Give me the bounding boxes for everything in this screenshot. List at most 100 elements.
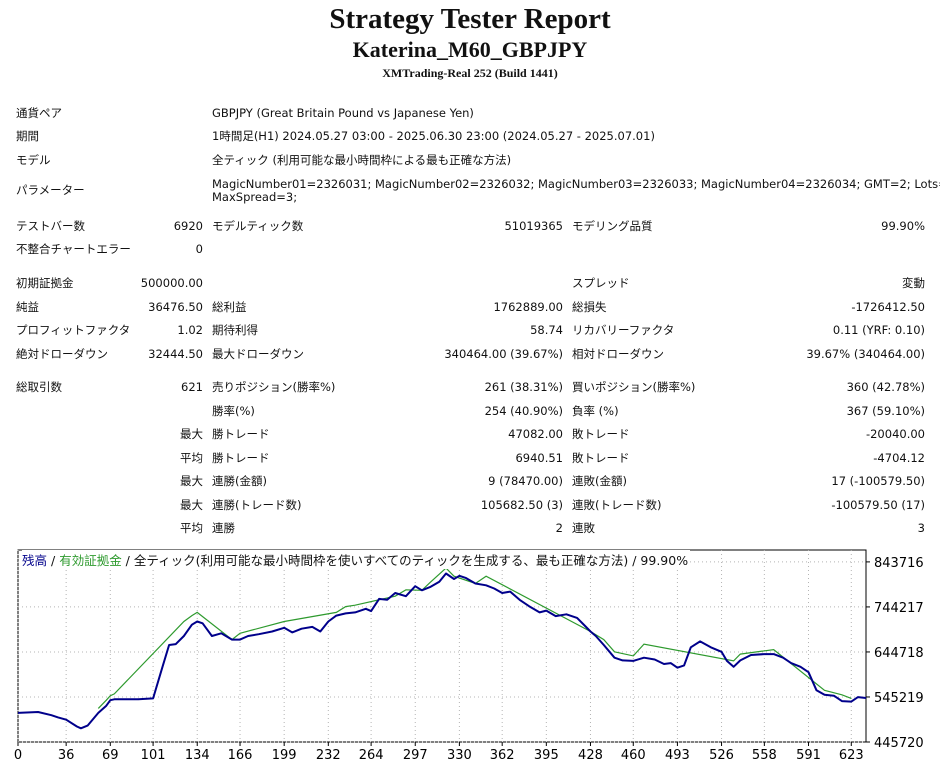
ticks-label: モデルティック数 <box>212 219 304 233</box>
x-tick-label: 0 <box>14 748 22 763</box>
info-label-params: パラメーター <box>16 183 85 197</box>
deposit-label: 初期証拠金 <box>16 276 74 290</box>
x-tick-label: 526 <box>709 748 734 763</box>
maxdd-value: 340464.00 (39.67%) <box>444 347 563 361</box>
recovery-label: リカバリーファクタ <box>572 323 675 337</box>
bars-value: 6920 <box>173 219 203 233</box>
info-value-symbol: GBPJPY (Great Britain Pound vs Japanese … <box>212 106 474 120</box>
x-tick-label: 591 <box>796 748 821 763</box>
x-tick-label: 101 <box>141 748 166 763</box>
legend-equity: 有効証拠金 <box>59 553 122 568</box>
x-tick-label: 134 <box>185 748 210 763</box>
grossprofit-label: 総利益 <box>212 300 247 314</box>
y-tick-label: 445720 <box>874 736 924 751</box>
x-tick-label: 395 <box>534 748 559 763</box>
info-value-params-2: MaxSpread=3; <box>212 190 298 204</box>
cons-loss-amt-value: 17 (-100579.50) <box>831 474 925 488</box>
grossprofit-value: 1762889.00 <box>493 300 563 314</box>
equity-chart: 843716 744217 644718 545219 445720 0 36 69 101 13… <box>14 546 926 763</box>
x-tick-label: 330 <box>447 748 472 763</box>
trades-value: 621 <box>181 380 203 394</box>
legend-balance: 残高 <box>22 553 48 568</box>
x-tick-label: 362 <box>490 748 515 763</box>
server-line: XMTrading-Real 252 (Build 1441) <box>382 66 558 80</box>
largest-win-value: 47082.00 <box>508 427 563 441</box>
cons-win-trd-value: 105682.50 (3) <box>480 498 563 512</box>
cons-win-amt-value: 9 (78470.00) <box>488 474 563 488</box>
x-tick-label: 69 <box>102 748 119 763</box>
reldd-value: 39.67% (340464.00) <box>806 347 925 361</box>
chart-legend: 残高 / 有効証拠金 / 全ティック(利用可能な最小時間枠を使いすべてのティック… <box>22 550 691 569</box>
netprofit-value: 36476.50 <box>148 300 203 314</box>
y-tick-label: 545219 <box>874 691 924 706</box>
spread-label: スプレッド <box>572 276 630 290</box>
info-value-params: MagicNumber01=2326031; MagicNumber02=232… <box>212 177 940 191</box>
largest-row-label: 最大 <box>180 427 203 441</box>
cons-loss-amt-label: 連敗(金額) <box>572 474 627 488</box>
report-title: Strategy Tester Report <box>329 3 611 35</box>
ticks-value: 51019365 <box>504 219 563 233</box>
largest-win-label: 勝トレード <box>212 427 270 441</box>
x-tick-label: 166 <box>228 748 253 763</box>
legend-model: 全ティック(利用可能な最小時間枠を使いすべてのティックを生成する、最も正確な方法… <box>133 553 689 568</box>
x-tick-label: 232 <box>316 748 341 763</box>
legend-sep-2: / <box>121 553 134 568</box>
x-tick-label: 558 <box>752 748 777 763</box>
short-value: 261 (38.31%) <box>484 380 563 394</box>
plot-frame <box>17 549 867 743</box>
loss-value: 367 (59.10%) <box>846 404 925 418</box>
netprofit-label: 純益 <box>16 300 39 314</box>
info-label-symbol: 通貨ペア <box>16 106 62 120</box>
short-label: 売りポジション(勝率%) <box>212 380 336 394</box>
avg-win-label: 勝トレード <box>212 451 270 465</box>
y-tick-label: 843716 <box>874 556 924 571</box>
largest-loss-value: -20040.00 <box>865 427 925 441</box>
x-tick-label: 264 <box>359 748 384 763</box>
avg-loss-value: -4704.12 <box>873 451 925 465</box>
quality-value: 99.90% <box>881 219 925 233</box>
avg-cons-win-value: 2 <box>555 521 563 535</box>
grossloss-label: 総損失 <box>572 300 607 314</box>
trades-label: 総取引数 <box>16 380 62 394</box>
deposit-value: 500000.00 <box>140 276 203 290</box>
pf-value: 1.02 <box>177 323 203 337</box>
info-label-model: モデル <box>16 153 51 167</box>
series-balance-line <box>17 572 867 730</box>
spread-value: 変動 <box>902 276 925 290</box>
info-value-model: 全ティック (利用可能な最小時間枠による最も正確な方法) <box>212 153 512 167</box>
expected-label: 期待利得 <box>212 323 258 337</box>
recovery-value: 0.11 (YRF: 0.10) <box>832 323 925 337</box>
cons-loss-trd-label: 連敗(トレード数) <box>572 498 662 512</box>
max-cons-amt-row-label: 最大 <box>180 474 203 488</box>
cons-win-trd-label: 連勝(トレード数) <box>212 498 302 512</box>
largest-loss-label: 敗トレード <box>572 427 630 441</box>
x-tick-label: 36 <box>58 748 75 763</box>
y-tick-label: 744217 <box>874 601 924 616</box>
x-tick-label: 460 <box>621 748 646 763</box>
x-tick-label: 623 <box>839 748 864 763</box>
grossloss-value: -1726412.50 <box>851 300 925 314</box>
x-tick-label: 493 <box>665 748 690 763</box>
legend-sep-1: / <box>47 553 60 568</box>
absdd-label: 絶対ドローダウン <box>16 347 108 361</box>
x-tick-label: 297 <box>403 748 428 763</box>
avg-cons-loss-value: 3 <box>917 521 925 535</box>
avg-cons-loss-label: 連敗 <box>572 521 595 535</box>
average-row-label: 平均 <box>180 451 203 465</box>
win-value: 254 (40.90%) <box>484 404 563 418</box>
info-value-period: 1時間足(H1) 2024.05.27 03:00 - 2025.06.30 2… <box>212 129 655 143</box>
avg-win-value: 6940.51 <box>515 451 563 465</box>
loss-label: 負率 (%) <box>572 404 619 418</box>
avg-cons-row-label: 平均 <box>180 521 203 535</box>
mismatch-value: 0 <box>195 242 203 256</box>
expected-value: 58.74 <box>530 323 563 337</box>
quality-label: モデリング品質 <box>572 219 653 233</box>
pf-label: プロフィットファクタ <box>16 323 131 337</box>
bars-label: テストバー数 <box>16 219 85 233</box>
cons-loss-trd-value: -100579.50 (17) <box>831 498 925 512</box>
avg-cons-win-label: 連勝 <box>212 521 235 535</box>
report-subtitle: Katerina_M60_GBPJPY <box>352 37 588 62</box>
avg-loss-label: 敗トレード <box>572 451 630 465</box>
mismatch-label: 不整合チャートエラー <box>16 242 131 256</box>
max-cons-trd-row-label: 最大 <box>180 498 203 512</box>
